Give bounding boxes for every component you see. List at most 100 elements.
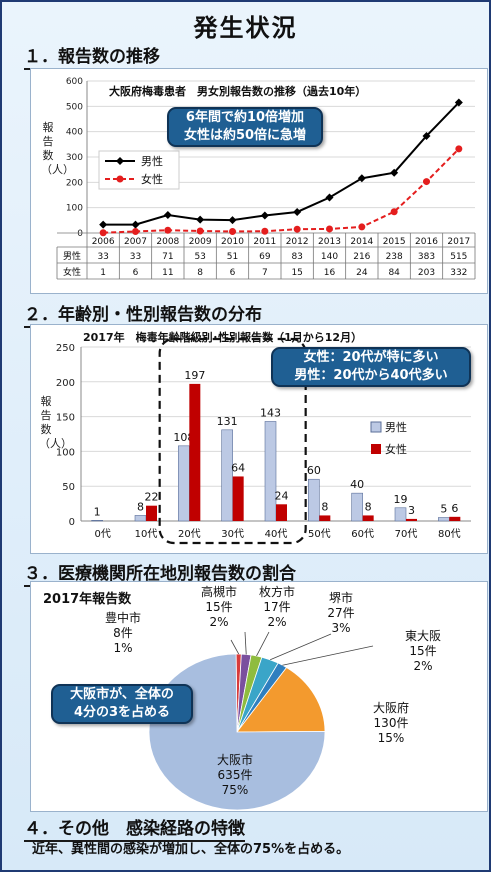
- slice-name-label: 豊中市: [105, 610, 141, 625]
- slice-count-label: 17件: [263, 600, 290, 614]
- table-cell: 11: [162, 268, 173, 278]
- x-tick-label: 70代: [395, 528, 418, 540]
- table-cell: 84: [388, 268, 400, 278]
- y-tick-label: 0: [69, 517, 75, 528]
- bar-chart-panel: 2017年 梅毒年齢階級別･性別報告数（1月から12月） 報告数（人） 0 50 1…: [30, 324, 488, 554]
- x-tick-label: 40代: [265, 528, 288, 540]
- slice-percent-label: 2%: [413, 659, 432, 673]
- bar-value-label: 197: [184, 369, 205, 382]
- bar-value-label: 5: [440, 503, 447, 516]
- bar-male: [308, 478, 320, 522]
- trend-callout: 6年間で約10倍増加 女性は約50倍に急増: [167, 107, 323, 147]
- slice-name-label: 枚方市: [259, 584, 295, 599]
- bar-value-label: 131: [217, 415, 238, 428]
- leader-line: [282, 645, 374, 666]
- table-cell: 238: [386, 252, 403, 262]
- leader-line: [256, 631, 270, 657]
- legend-label: 男性: [141, 154, 163, 168]
- legend-marker: [116, 175, 124, 183]
- region-callout-line-1: 大阪市が、全体の: [70, 687, 174, 702]
- legend-label: 女性: [385, 442, 407, 456]
- table-cell: 24: [356, 268, 368, 278]
- x-tick-label: 2016: [415, 237, 438, 247]
- region-callout: 大阪市が、全体の 4分の3を占める: [51, 684, 193, 724]
- x-tick-label: 2015: [383, 237, 406, 247]
- bar-female: [362, 515, 374, 521]
- bar-male: [264, 421, 277, 522]
- data-point: [326, 225, 333, 233]
- page-title: 発生状況: [193, 14, 298, 42]
- x-tick-label: 2011: [253, 237, 276, 247]
- table-cell: 515: [450, 252, 467, 262]
- y-tick-label: 300: [66, 153, 83, 163]
- table-cell: 83: [291, 252, 302, 262]
- data-point: [228, 216, 237, 225]
- table-cell: 332: [450, 268, 467, 278]
- y-tick-label: 200: [56, 378, 75, 389]
- bar-value-label: 60: [307, 464, 321, 477]
- slice-name-label: 堺市: [329, 590, 353, 605]
- table-cell: 216: [353, 252, 370, 262]
- slice-name-label: 高槻市: [201, 584, 237, 599]
- bar-male: [351, 492, 363, 522]
- bar-male: [91, 520, 103, 522]
- region-callout-line-2: 4分の3を占める: [73, 705, 171, 720]
- x-tick-label: 2012: [286, 237, 309, 247]
- table-cell: 15: [291, 268, 302, 278]
- table-cell: 7: [262, 268, 268, 278]
- data-point: [423, 178, 430, 186]
- bar-value-label: 22: [145, 491, 159, 504]
- table-cell: 33: [97, 252, 108, 262]
- bar-value-label: 8: [365, 500, 372, 513]
- slice-percent-label: 2%: [209, 615, 228, 629]
- data-point: [131, 220, 140, 229]
- table-row-label: 女性: [63, 266, 81, 278]
- bar-female: [319, 515, 331, 521]
- bar-value-label: 40: [350, 478, 364, 491]
- x-tick-label: 10代: [135, 528, 158, 540]
- data-point: [357, 174, 366, 183]
- data-point: [132, 227, 139, 235]
- table-cell: 53: [194, 252, 205, 262]
- line-chart-panel: 大阪府梅毒患者 男女別報告数の推移（過去10年） 報告数（人） 0 100 200 3…: [30, 68, 488, 294]
- slice-count-label: 635件: [218, 768, 253, 782]
- data-point: [455, 145, 463, 153]
- data-point: [422, 131, 431, 140]
- bar-male: [134, 515, 147, 522]
- slice-count-label: 15件: [205, 600, 232, 614]
- table-cell: 71: [162, 252, 173, 262]
- slice-percent-label: 1%: [113, 641, 132, 655]
- x-tick-label: 30代: [221, 528, 244, 540]
- pie-chart-title: 2017年報告数: [43, 592, 132, 607]
- x-tick-label: 2014: [350, 237, 373, 247]
- y-tick-label: 50: [62, 482, 75, 493]
- table-cell: 383: [418, 252, 435, 262]
- bar-value-label: 6: [451, 502, 458, 515]
- legend-swatch: [371, 444, 381, 454]
- x-tick-label: 2009: [189, 237, 212, 247]
- x-tick-label: 2017: [447, 237, 470, 247]
- y-tick-label: 250: [56, 343, 75, 354]
- x-tick-label: 50代: [308, 528, 331, 540]
- slice-count-label: 8件: [113, 626, 133, 640]
- slice-percent-label: 2%: [267, 615, 286, 629]
- bar-female: [406, 518, 417, 521]
- table-cell: 16: [324, 268, 336, 278]
- bar-male: [438, 517, 450, 522]
- data-point: [260, 211, 269, 220]
- data-point: [390, 168, 399, 177]
- table-cell: 6: [133, 268, 139, 278]
- series-line-female: [103, 148, 460, 234]
- bar-value-label: 24: [275, 489, 289, 502]
- y-tick-label: 0: [77, 229, 83, 239]
- section-heading-other: ４．その他 感染経路の特徴: [24, 814, 245, 842]
- x-tick-label: 2007: [124, 237, 147, 247]
- slice-percent-label: 3%: [331, 621, 350, 635]
- age-callout: 女性：20代が特に多い 男性：20代から40代多い: [271, 347, 471, 387]
- y-tick-label: 100: [56, 447, 75, 458]
- bar-male: [394, 507, 407, 522]
- data-point: [390, 208, 398, 216]
- line-chart: 0 100 200 300 400 500 600 2006 2007 2008 2009 2010 2…: [56, 77, 476, 280]
- table-cell: 140: [321, 252, 338, 262]
